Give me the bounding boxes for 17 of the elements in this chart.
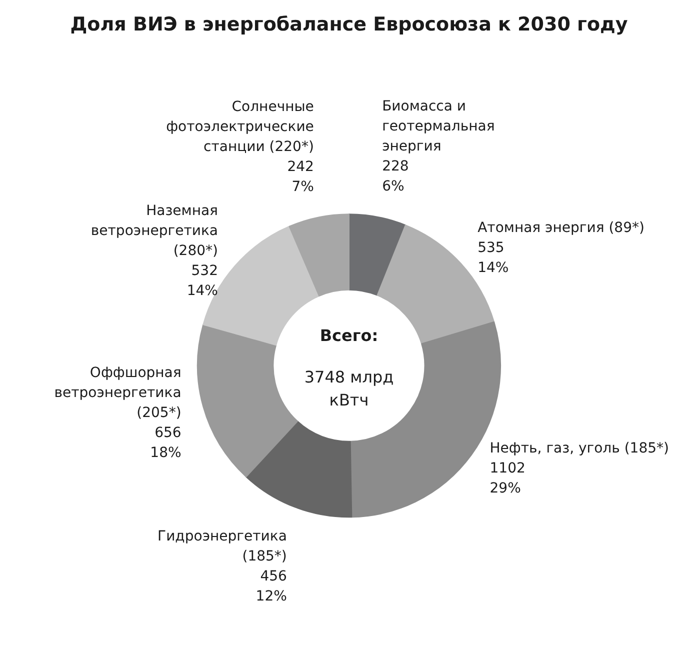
data-label: 228 6% (382, 158, 409, 195)
data-label: 1102 29% (490, 460, 526, 496)
text: Всего: (320, 326, 378, 345)
data-label: 535 14% (478, 240, 509, 276)
data-label: 456 12% (256, 568, 288, 604)
text: 3748 млрд кВтч (304, 367, 394, 410)
slice-label: Солнечные фотоэлектрические станции (220*) (166, 98, 314, 155)
data-label: 656 18% (150, 424, 182, 461)
slice-label: Наземная ветроэнергетика (280*) (90, 202, 218, 259)
chart-title: Доля ВИЭ в энергобалансе Евросоюза к 2030 году (70, 14, 628, 36)
slice-label: Атомная энергия (89*) (478, 220, 644, 236)
slice-label: Биомасса и геотермальная энергия (382, 98, 495, 155)
data-label: 242 7% (287, 158, 314, 195)
data-label: 532 14% (186, 262, 218, 299)
slice-label: Нефть, газ, уголь (185*) (490, 440, 669, 456)
slice-label: Гидроэнергетика (185*) (158, 528, 287, 564)
slice-label: Оффшорная ветроэнергетика (205*) (54, 364, 182, 421)
